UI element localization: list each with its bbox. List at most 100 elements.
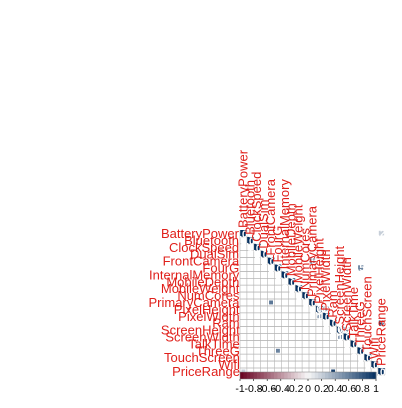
column-label-BatteryPower: BatteryPower [235, 149, 250, 228]
corr-cell-PriceRange-Ram [331, 369, 336, 374]
diagonal-value: 1.00 [282, 278, 302, 289]
row-label-BatteryPower: BatteryPower [161, 226, 240, 241]
column-label-PixelHeight: PixelHeight [311, 238, 326, 304]
row-label-TalkTime: TalkTime [188, 336, 240, 351]
diagonal-value: 1.00 [275, 271, 295, 282]
row-label-Bluetooth: Bluetooth [184, 233, 239, 248]
row-label-TouchScreen: TouchScreen [164, 350, 240, 365]
column-label-ScreenWidth: ScreenWidth [339, 257, 354, 331]
diagonal-value: 1.00 [303, 298, 323, 309]
row-label-Ram: Ram [212, 316, 239, 331]
colorbar-segment [369, 372, 373, 379]
diagonal-value: 1.00 [248, 243, 268, 254]
diagonal-value: 1.00 [358, 354, 378, 365]
colorbar-segment [345, 372, 350, 379]
diagonal-value: 1.00 [254, 250, 274, 261]
corr-cell-PixelHeight-PixelWidth [323, 306, 329, 312]
colorbar-segment [277, 372, 282, 379]
column-label-ClockSpeed: ClockSpeed [249, 172, 264, 242]
colorbar-segment [308, 372, 312, 379]
diagonal-value: 1.00 [330, 326, 350, 337]
diagonal-values: 1.001.001.001.001.001.001.001.001.001.00… [234, 228, 392, 378]
diagonal-cell-MobileDepth [288, 278, 296, 286]
colorbar-tick-label: -0.8 [245, 383, 263, 395]
corr-value-BatteryPower-PriceRange: 0.20 [372, 228, 392, 239]
row-label-NumCores: NumCores [177, 288, 240, 303]
colorbar-segment [260, 372, 265, 379]
diagonal-value: 1.00 [365, 361, 385, 372]
column-label-NumCores: NumCores [298, 227, 313, 290]
diagonal-cell-NumCores [302, 292, 309, 299]
diagonal-value: 1.00 [234, 229, 254, 240]
diagonal-value: 1.00 [310, 305, 330, 316]
diagonal-value: 1.00 [241, 236, 261, 247]
row-label-ThreeG: ThreeG [196, 343, 240, 358]
diagonal-cell-Bluetooth [246, 236, 254, 244]
diagonal-cell-Ram [329, 319, 337, 327]
corr-cell-ScreenWidth-ScreenHeight [338, 335, 342, 339]
row-label-ScreenWidth: ScreenWidth [165, 329, 239, 344]
corr-value-PixelHeight-PixelWidth: 0.51 [317, 304, 337, 315]
column-label-PixelWidth: PixelWidth [318, 249, 333, 310]
row-labels: BatteryPowerBluetoothClockSpeedDualSimFr… [148, 226, 240, 379]
diagonal-cell-FrontCamera [267, 257, 275, 265]
colorbar-tick-label: 1 [373, 383, 379, 395]
diagonal-cell-FourG [274, 264, 282, 272]
colorbar-segment [270, 372, 275, 379]
row-label-PrimaryCamera: PrimaryCamera [148, 295, 240, 310]
colorbar-tick-label: -1 [235, 383, 244, 395]
colorbar-tick-label: 0.6 [341, 383, 356, 395]
diagonal-value: 1.00 [344, 340, 364, 351]
colorbar-segment [253, 372, 258, 379]
colorbar-segment [311, 372, 316, 379]
column-labels: BatteryPowerBluetoothClockSpeedDualSimFr… [235, 149, 388, 366]
diagonal-cell-TalkTime [350, 340, 358, 348]
corr-value-FourG-ThreeG: 0.58 [351, 263, 371, 274]
colorbar-segment [331, 372, 336, 379]
row-label-PriceRange: PriceRange [172, 364, 240, 379]
colorbar-segment [352, 372, 356, 379]
colorbar-segment [291, 372, 295, 379]
diagonal-value: 1.00 [296, 292, 316, 303]
corr-cell-FrontCamera-PrimaryCamera [309, 258, 316, 264]
colorbar-segment [294, 372, 299, 379]
colorbar-segment [287, 372, 292, 379]
column-label-PriceRange: PriceRange [373, 298, 388, 366]
corr-value-Ram-PriceRange: 0.92 [372, 318, 392, 329]
column-label-ThreeG: ThreeG [353, 301, 368, 345]
diagonal-cell-ClockSpeed [253, 243, 261, 251]
diagonal-value: 1.00 [289, 285, 309, 296]
colorbar-segment [321, 372, 326, 379]
diagonal-cell-ScreenWidth [343, 333, 351, 341]
colorbar-tick-label: -0.4 [272, 383, 290, 395]
colorbar-segment [359, 372, 363, 379]
diagonal-cell-MobileWeight [295, 285, 303, 293]
colorbar-segment [250, 372, 254, 379]
column-label-FrontCamera: FrontCamera [263, 178, 278, 255]
colorbar-segment [365, 372, 370, 379]
column-label-Wifi: Wifi [367, 337, 382, 359]
corr-cell-ScreenHeight-ScreenWidth [344, 327, 350, 333]
diagonal-value: 1.00 [337, 333, 357, 344]
row-label-FourG: FourG [202, 260, 239, 275]
diagonal-cell-Wifi [371, 361, 378, 368]
corr-cell-FourG-ThreeG [358, 265, 364, 271]
corr-cell-PixelWidth-PixelHeight [317, 314, 322, 319]
row-label-InternalMemory: InternalMemory [149, 267, 240, 282]
corr-cell-ThreeG-FourG [276, 348, 280, 353]
colorbar-segment [328, 372, 333, 379]
column-label-TouchScreen: TouchScreen [360, 276, 375, 352]
row-label-ClockSpeed: ClockSpeed [169, 240, 239, 255]
colorbar-segment [318, 372, 322, 379]
colorbar-segment [284, 372, 288, 379]
column-label-TalkTime: TalkTime [346, 287, 361, 339]
diagonal-cell-ThreeG [357, 347, 365, 355]
diagonal-cell-TouchScreen [364, 354, 372, 362]
diagonal-value: 1.00 [351, 347, 371, 358]
column-label-Bluetooth: Bluetooth [242, 180, 257, 235]
colorbar-tick-label: -0.6 [258, 383, 276, 395]
colorbar-segment [280, 372, 285, 379]
colorbar-segment [325, 372, 329, 379]
colorbar-segment [243, 372, 248, 379]
